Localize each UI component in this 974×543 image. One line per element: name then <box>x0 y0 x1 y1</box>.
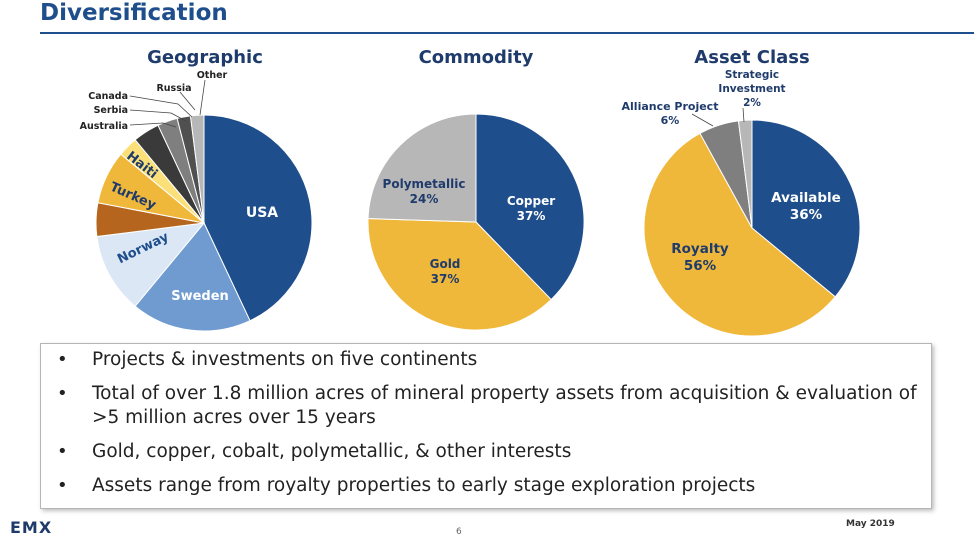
asset-class-slice-royalty <box>643 132 836 337</box>
value-available: 36% <box>790 207 823 223</box>
asset-class-leader-lines <box>691 107 745 127</box>
label-sweden: Sweden <box>171 289 229 304</box>
commodity-slice-polymetallic <box>367 113 477 223</box>
commodity-slice-copper <box>475 113 585 301</box>
label-gold: Gold <box>430 257 461 271</box>
value-royalty: 56% <box>684 258 717 274</box>
value-polymetallic: 24% <box>410 192 439 206</box>
commodity-pie <box>367 113 585 331</box>
geographic-pie <box>95 114 313 332</box>
emx-logo: EMX <box>10 518 53 537</box>
value-gold: 37% <box>431 272 460 286</box>
value-copper: 37% <box>517 209 546 223</box>
bullet-list: • Projects & investments on five continen… <box>41 344 931 498</box>
label-australia: Australia <box>80 121 128 132</box>
bullet-dot: • <box>57 383 68 404</box>
geographic-slice-sweden <box>134 222 251 332</box>
asset-class-chart-title: Asset Class <box>694 47 809 68</box>
bullet-item: • Projects & investments on five continen… <box>41 348 931 372</box>
commodity-slice-gold <box>367 218 552 331</box>
bullet-text: Gold, copper, cobalt, polymetallic, & ot… <box>92 441 572 462</box>
value-alliance-project: 6% <box>661 114 680 127</box>
geographic-leader-lines <box>129 79 206 128</box>
label-strategic-line1: Strategic <box>725 69 779 81</box>
geographic-slice-norway <box>96 222 206 307</box>
bullet-text: Assets range from royalty properties to … <box>92 475 756 496</box>
label-available: Available <box>771 190 841 206</box>
label-russia: Russia <box>156 83 191 94</box>
label-strategic-line2: Investment <box>718 83 785 95</box>
label-polymetallic: Polymetallic <box>383 177 466 191</box>
label-alliance-project: Alliance Project <box>622 100 719 113</box>
page-number: 6 <box>456 527 462 537</box>
label-canada: Canada <box>88 91 128 102</box>
value-strategic-investment: 2% <box>743 97 761 109</box>
asset-class-pie <box>643 119 861 337</box>
charts-area: Geographic Commodity Asset Class USA Swe… <box>80 47 861 337</box>
bullet-box: • Projects & investments on five continen… <box>40 343 932 509</box>
commodity-labels: Copper 37% Gold 37% Polymetallic 24% <box>383 177 556 286</box>
bullet-text: Total of over 1.8 million acres of miner… <box>92 383 917 428</box>
label-usa: USA <box>246 205 278 221</box>
footer-date: May 2019 <box>846 519 895 529</box>
bullet-dot: • <box>57 475 68 496</box>
bullet-item: • Gold, copper, cobalt, polymetallic, & o… <box>41 440 931 464</box>
page-title: Diversification <box>40 0 228 26</box>
asset-class-slice-strategic-investment <box>737 119 753 229</box>
label-copper: Copper <box>507 194 555 208</box>
bullet-dot: • <box>57 441 68 462</box>
commodity-chart-title: Commodity <box>419 47 534 68</box>
asset-class-slice-available <box>751 119 861 298</box>
bullet-item: • Assets range from royalty properties to… <box>41 474 931 498</box>
title-underline <box>40 32 974 34</box>
geographic-chart-title: Geographic <box>147 47 263 68</box>
label-serbia: Serbia <box>94 105 128 116</box>
bullet-dot: • <box>57 349 68 370</box>
label-other: Other <box>197 70 228 81</box>
label-royalty: Royalty <box>671 241 729 257</box>
bullet-text: Projects & investments on five continent… <box>92 349 478 370</box>
geographic-slice-usa <box>203 114 313 322</box>
bullet-item: • Total of over 1.8 million acres of mine… <box>41 382 931 430</box>
asset-class-labels: Available 36% Royalty 56% Alliance Proje… <box>622 69 841 274</box>
